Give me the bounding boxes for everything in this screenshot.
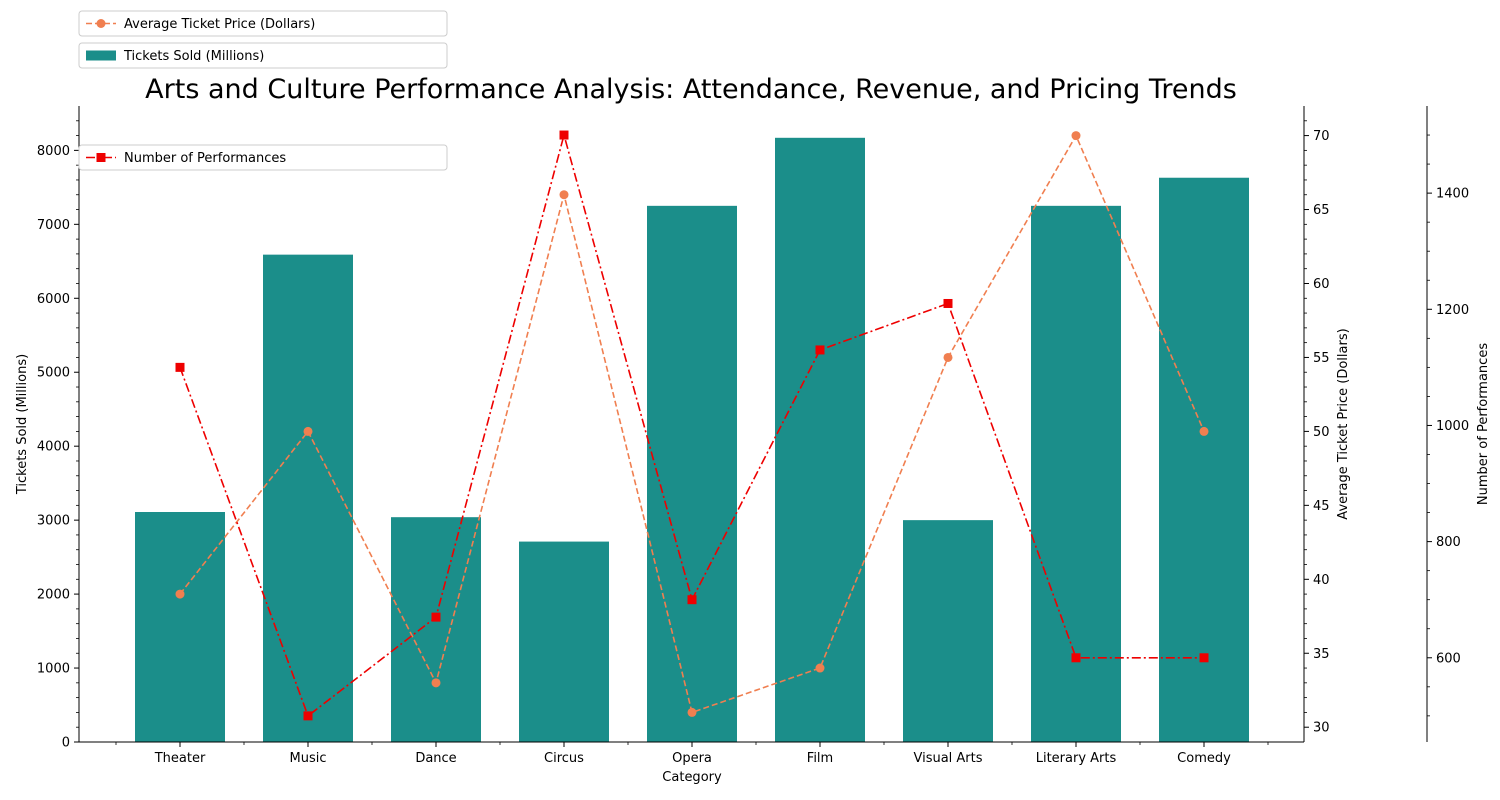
y-right-tick-label: 35 (1313, 647, 1330, 662)
bar-series-tickets-sold (135, 137, 1249, 743)
y-right2-ticks: 600 800 1000 1200 1400 (1427, 134, 1469, 717)
y-right-tick-label: 70 (1313, 129, 1330, 144)
y-right-tick-label: 50 (1313, 425, 1330, 440)
x-tick-label: Music (290, 751, 327, 766)
y-left-tick-label: 3000 (37, 514, 70, 529)
y-left-tick-label: 2000 (37, 588, 70, 603)
legend-box (78, 144, 448, 171)
point (943, 352, 953, 362)
x-tick-label: Theater (154, 751, 206, 766)
y-right-tick-label: 45 (1313, 499, 1330, 514)
line-series-number-of-performances (175, 130, 1209, 721)
y-right-axis-title: Average Ticket Price (Dollars) (1336, 328, 1351, 519)
y-right2-tick-label: 1200 (1436, 303, 1469, 318)
point (687, 595, 697, 605)
y-left-axis-title: Tickets Sold (Millions) (15, 354, 30, 495)
bar (647, 205, 737, 742)
y-left-tick-label: 5000 (37, 366, 70, 381)
x-tick-label: Circus (544, 751, 584, 766)
bar (775, 137, 865, 743)
y-left-ticks: 0 1000 2000 3000 4000 5000 6000 7000 8000 (37, 120, 79, 751)
y-right2-tick-label: 1000 (1436, 419, 1469, 434)
point (431, 678, 441, 688)
y-left-tick-label: 7000 (37, 218, 70, 233)
legend-swatch-marker (96, 153, 106, 162)
bar (1031, 205, 1121, 742)
chart-title: Arts and Culture Performance Analysis: A… (145, 74, 1237, 105)
y-left-tick-label: 0 (62, 736, 70, 751)
legend-label: Number of Performances (124, 151, 286, 166)
x-axis-title: Category (662, 770, 722, 785)
legend-tickets-sold: Tickets Sold (Millions) (78, 42, 448, 69)
legend-label: Average Ticket Price (Dollars) (124, 17, 315, 32)
y-left-tick-label: 1000 (37, 662, 70, 677)
y-right-tick-label: 60 (1313, 277, 1330, 292)
x-ticks: Theater Music Dance Circus Opera Film Visual A… (115, 742, 1269, 766)
point (559, 130, 569, 140)
point (1071, 653, 1081, 663)
point (1071, 131, 1081, 141)
point (943, 298, 953, 308)
series-line (179, 133, 1205, 714)
point (431, 612, 441, 622)
x-tick-label: Film (807, 751, 833, 766)
y-right2-tick-label: 800 (1436, 535, 1461, 550)
x-tick-label: Opera (672, 751, 712, 766)
legend-box (78, 42, 448, 69)
y-right2-tick-label: 1400 (1436, 187, 1469, 202)
point (175, 362, 185, 372)
x-tick-label: Literary Arts (1036, 751, 1117, 766)
bar (903, 520, 993, 742)
y-right2-tick-label: 600 (1436, 651, 1461, 666)
point (1199, 426, 1209, 436)
point (687, 707, 697, 717)
legend-box (78, 10, 448, 37)
point (303, 711, 313, 721)
legend-number-of-performances: Number of Performances (78, 144, 448, 171)
bar (263, 254, 353, 742)
legend-average-ticket-price: Average Ticket Price (Dollars) (78, 10, 448, 37)
y-right-tick-label: 30 (1313, 721, 1330, 736)
legend-swatch-marker (96, 19, 106, 28)
point (815, 345, 825, 355)
bar (1159, 177, 1249, 743)
y-right-ticks: 30 35 40 45 50 55 60 65 70 (1304, 120, 1330, 736)
y-right-tick-label: 65 (1313, 203, 1330, 218)
point (559, 190, 569, 200)
legend-swatch (86, 50, 116, 61)
y-left-tick-label: 6000 (37, 292, 70, 307)
y-right-tick-label: 55 (1313, 351, 1330, 366)
point (815, 663, 825, 673)
y-left-tick-label: 8000 (37, 144, 70, 159)
legend-label: Tickets Sold (Millions) (123, 49, 264, 64)
x-tick-label: Visual Arts (913, 751, 982, 766)
point (1199, 653, 1209, 663)
bar (391, 517, 481, 742)
x-tick-label: Comedy (1177, 751, 1231, 766)
bar (135, 512, 225, 742)
point (303, 426, 313, 436)
y-right2-axis-title: Number of Performances (1476, 343, 1491, 505)
bar (519, 541, 609, 742)
x-tick-label: Dance (415, 751, 456, 766)
y-right-tick-label: 40 (1313, 573, 1330, 588)
line-series-average-ticket-price (175, 131, 1209, 717)
point (175, 589, 185, 599)
y-left-tick-label: 4000 (37, 440, 70, 455)
